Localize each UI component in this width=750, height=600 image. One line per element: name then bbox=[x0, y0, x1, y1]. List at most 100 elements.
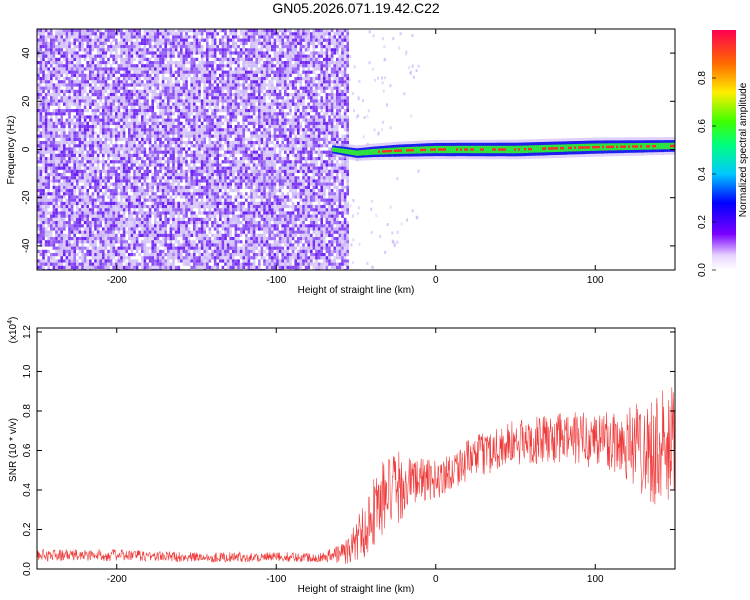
spectrogram-cell bbox=[78, 189, 82, 193]
spectrogram-cell bbox=[47, 269, 50, 270]
spectrogram-cell bbox=[208, 237, 212, 241]
spectrogram-cell bbox=[211, 205, 214, 209]
spectrogram-cell bbox=[156, 93, 160, 97]
spectrogram-cell bbox=[154, 51, 157, 55]
spectrogram-cell bbox=[122, 115, 126, 119]
spectrogram-cell bbox=[37, 214, 40, 218]
spectrogram-cell bbox=[76, 99, 79, 103]
spectrogram-cell bbox=[99, 237, 102, 241]
spectrogram-cell bbox=[96, 256, 100, 260]
spectrogram-cell bbox=[187, 109, 191, 113]
spectrogram-cell bbox=[138, 269, 141, 270]
spectrogram-cell bbox=[94, 227, 97, 231]
spectrogram-cell bbox=[203, 217, 206, 221]
spectrogram-cell bbox=[83, 198, 87, 202]
spectrogram-cell bbox=[50, 179, 53, 183]
spectrogram-cell bbox=[112, 38, 115, 42]
spectrogram-cell bbox=[216, 195, 219, 199]
spectrogram-cell bbox=[107, 259, 110, 263]
spectrogram-cell bbox=[63, 269, 66, 270]
spectrogram-cell bbox=[234, 214, 238, 218]
spectrogram-cell bbox=[174, 35, 178, 39]
spectrogram-cell bbox=[65, 201, 69, 205]
spectrogram-cell bbox=[65, 29, 69, 33]
spectrogram-cell bbox=[83, 185, 87, 189]
spectrogram-cell bbox=[50, 70, 53, 74]
spectrogram-cell bbox=[213, 153, 217, 157]
spectrogram-cell bbox=[203, 153, 206, 157]
spectrogram-cell bbox=[206, 256, 209, 260]
spectrogram-cell bbox=[159, 227, 162, 231]
spectrogram-cell bbox=[135, 211, 139, 215]
spectrogram-cell bbox=[73, 240, 76, 244]
spectrogram-cell bbox=[125, 185, 128, 189]
spectrogram-cell bbox=[195, 134, 199, 138]
spectrogram-cell bbox=[42, 105, 45, 109]
spectrogram-cell bbox=[185, 214, 188, 218]
spectrogram-cell bbox=[185, 121, 188, 125]
spectrogram-cell bbox=[141, 128, 144, 132]
spectrogram-cell bbox=[115, 240, 118, 244]
spectrogram-cell bbox=[130, 211, 134, 215]
spectrogram-cell bbox=[42, 57, 45, 61]
spectrogram-cell bbox=[234, 99, 238, 103]
spectrogram-cell bbox=[39, 115, 43, 119]
spectrogram-cell bbox=[216, 182, 219, 186]
spectrogram-cell bbox=[81, 93, 84, 97]
spectrogram-cell bbox=[146, 205, 149, 209]
spectrogram-cell bbox=[169, 150, 173, 154]
spectrogram-cell bbox=[161, 192, 165, 196]
spectrogram-cell bbox=[60, 224, 63, 228]
spectrogram-cell bbox=[57, 121, 61, 125]
spectrogram-cell bbox=[159, 147, 162, 151]
spectrogram-cell bbox=[187, 169, 191, 173]
spectrogram-cell bbox=[141, 265, 144, 269]
spectrogram-cell bbox=[237, 64, 240, 68]
spectrogram-cell bbox=[167, 54, 170, 58]
spectrogram-cell bbox=[50, 224, 53, 228]
spectrogram-cell bbox=[208, 240, 212, 244]
spectrogram-cell bbox=[47, 182, 50, 186]
spectrogram-cell bbox=[219, 224, 222, 228]
spectrogram-cell bbox=[52, 70, 56, 74]
spectrogram-cell bbox=[211, 185, 214, 189]
spectrogram-cell bbox=[234, 230, 238, 234]
spectrogram-cell bbox=[122, 51, 126, 55]
spectrogram-cell bbox=[172, 173, 175, 177]
spectrogram-cell bbox=[96, 38, 100, 42]
spectrogram-cell bbox=[68, 93, 71, 97]
spectrogram-cell bbox=[57, 80, 61, 84]
spectrogram-cell bbox=[76, 259, 79, 263]
spectrogram-cell bbox=[195, 201, 199, 205]
spectrogram-cell bbox=[128, 35, 131, 39]
spectrogram-cell bbox=[226, 86, 230, 90]
spectrogram-cell bbox=[195, 176, 199, 180]
spectrogram-cell bbox=[39, 169, 43, 173]
spectrogram-cell bbox=[96, 64, 100, 68]
spectrogram-cell bbox=[76, 89, 79, 93]
spectrogram-cell bbox=[94, 185, 97, 189]
spectrogram-cell bbox=[115, 185, 118, 189]
spectrogram-cell bbox=[185, 48, 188, 52]
spectrogram-cell bbox=[63, 141, 66, 145]
spectrogram-cell bbox=[182, 77, 186, 81]
spectrogram-cell bbox=[125, 173, 128, 177]
spectrogram-cell bbox=[94, 89, 97, 93]
spectrogram-cell bbox=[55, 201, 58, 205]
spectrogram-cell bbox=[128, 131, 131, 135]
spectrogram-cell bbox=[47, 217, 50, 221]
spectrogram-cell bbox=[94, 150, 97, 154]
spectrogram-cell bbox=[122, 137, 126, 141]
spectrogram-cell bbox=[39, 217, 43, 221]
spectrogram-cell bbox=[151, 83, 154, 87]
spectrogram-cell bbox=[96, 262, 100, 266]
spectrogram-cell bbox=[109, 109, 113, 113]
spectrogram-cell bbox=[213, 221, 217, 225]
spectrogram-cell bbox=[42, 77, 45, 81]
spectrogram-cell bbox=[89, 253, 92, 257]
spectrogram-cell bbox=[185, 144, 188, 148]
spectrogram-cell bbox=[52, 265, 56, 269]
spectrogram-cell bbox=[96, 259, 100, 263]
spectrogram-cell bbox=[76, 173, 79, 177]
spectrogram-cell bbox=[39, 201, 43, 205]
